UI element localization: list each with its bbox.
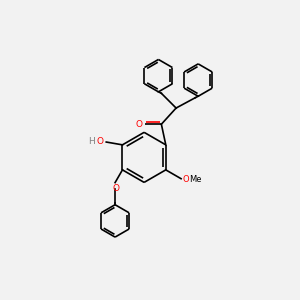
Text: O: O: [183, 175, 189, 184]
Text: Me: Me: [189, 175, 202, 184]
Text: O: O: [112, 184, 119, 193]
Text: O: O: [97, 137, 104, 146]
Text: O: O: [136, 120, 143, 129]
Text: H: H: [88, 137, 95, 146]
